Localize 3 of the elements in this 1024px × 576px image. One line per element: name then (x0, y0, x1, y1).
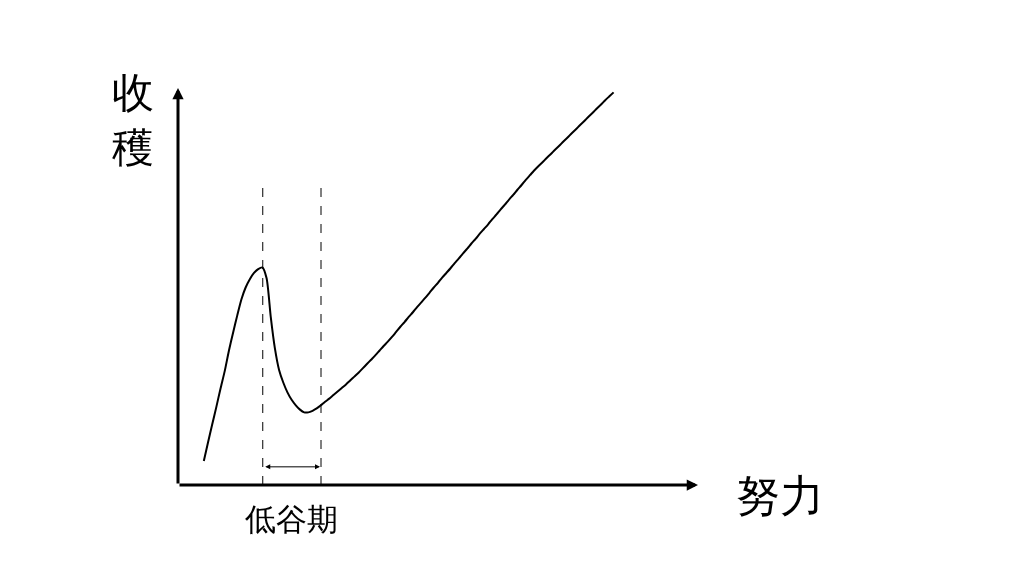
x-axis-title: 努力 (736, 470, 824, 521)
y-axis-title: 收穫 (112, 68, 154, 172)
text: 低谷期 (245, 501, 338, 537)
